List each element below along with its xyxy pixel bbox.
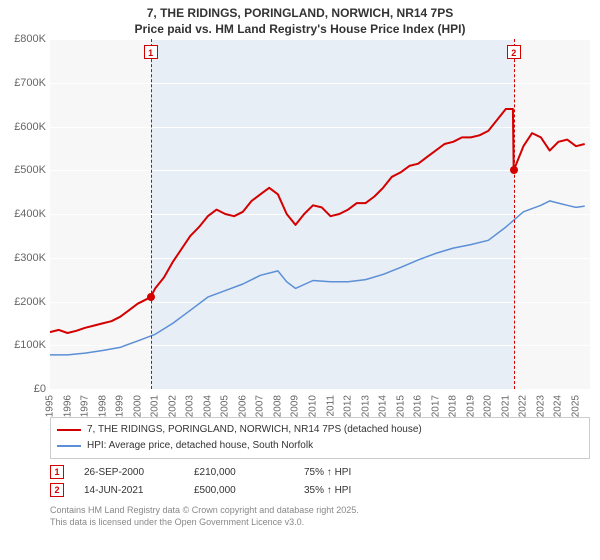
x-tick-label: 2004 xyxy=(202,395,213,417)
title-line-2: Price paid vs. HM Land Registry's House … xyxy=(0,22,600,38)
x-tick-label: 2003 xyxy=(185,395,196,417)
title-line-1: 7, THE RIDINGS, PORINGLAND, NORWICH, NR1… xyxy=(0,6,600,22)
footer-line-2: This data is licensed under the Open Gov… xyxy=(50,517,590,529)
legend-label-price: 7, THE RIDINGS, PORINGLAND, NORWICH, NR1… xyxy=(87,422,422,438)
x-tick-label: 2012 xyxy=(343,395,354,417)
x-tick-label: 2023 xyxy=(535,395,546,417)
y-tick-label: £300K xyxy=(14,252,46,264)
x-tick-label: 2020 xyxy=(483,395,494,417)
line-layer xyxy=(50,39,590,389)
sale-dot xyxy=(510,166,518,174)
footer-line-1: Contains HM Land Registry data © Crown c… xyxy=(50,505,590,517)
legend: 7, THE RIDINGS, PORINGLAND, NORWICH, NR1… xyxy=(50,417,590,459)
x-tick-label: 1999 xyxy=(115,395,126,417)
y-tick-label: £500K xyxy=(14,164,46,176)
x-tick-label: 2001 xyxy=(150,395,161,417)
x-tick-label: 2018 xyxy=(448,395,459,417)
x-tick-label: 2025 xyxy=(570,395,581,417)
x-tick-label: 2009 xyxy=(290,395,301,417)
x-tick-label: 2007 xyxy=(255,395,266,417)
legend-label-hpi: HPI: Average price, detached house, Sout… xyxy=(87,438,313,454)
series-price_paid xyxy=(50,109,585,333)
y-tick-label: £700K xyxy=(14,77,46,89)
x-tick-label: 2015 xyxy=(395,395,406,417)
chart-container: 7, THE RIDINGS, PORINGLAND, NORWICH, NR1… xyxy=(0,0,600,560)
sale-date: 14-JUN-2021 xyxy=(84,485,174,496)
sale-marker-box: 2 xyxy=(507,45,521,59)
y-tick-label: £0 xyxy=(34,383,46,395)
x-tick-label: 2019 xyxy=(465,395,476,417)
x-tick-label: 1997 xyxy=(80,395,91,417)
x-tick-label: 1998 xyxy=(97,395,108,417)
x-tick-label: 2000 xyxy=(132,395,143,417)
sale-price: £500,000 xyxy=(194,485,284,496)
legend-swatch-hpi xyxy=(57,445,81,447)
footer: Contains HM Land Registry data © Crown c… xyxy=(50,505,590,528)
sale-diff: 35% ↑ HPI xyxy=(304,485,394,496)
x-axis-labels: 1995199619971998199920002001200220032004… xyxy=(50,389,590,409)
sale-row: 2 14-JUN-2021 £500,000 35% ↑ HPI xyxy=(50,481,590,499)
x-tick-label: 1996 xyxy=(62,395,73,417)
x-tick-label: 2016 xyxy=(413,395,424,417)
x-tick-label: 2014 xyxy=(378,395,389,417)
series-hpi xyxy=(50,201,585,355)
x-tick-label: 2010 xyxy=(307,395,318,417)
x-tick-label: 2005 xyxy=(220,395,231,417)
x-tick-label: 2008 xyxy=(272,395,283,417)
x-tick-label: 2017 xyxy=(430,395,441,417)
plot-region: £0£100K£200K£300K£400K£500K£600K£700K£80… xyxy=(50,39,590,389)
y-tick-label: £400K xyxy=(14,208,46,220)
sale-marker-box: 1 xyxy=(144,45,158,59)
y-tick-label: £200K xyxy=(14,296,46,308)
legend-row-hpi: HPI: Average price, detached house, Sout… xyxy=(57,438,583,454)
legend-row-price: 7, THE RIDINGS, PORINGLAND, NORWICH, NR1… xyxy=(57,422,583,438)
x-tick-label: 2022 xyxy=(518,395,529,417)
sale-marker-line xyxy=(151,39,152,389)
y-tick-label: £100K xyxy=(14,339,46,351)
x-tick-label: 2013 xyxy=(360,395,371,417)
legend-swatch-price xyxy=(57,429,81,431)
x-tick-label: 2024 xyxy=(553,395,564,417)
x-tick-label: 2002 xyxy=(167,395,178,417)
sale-marker-line xyxy=(514,39,515,389)
x-tick-label: 2021 xyxy=(500,395,511,417)
sale-num-box: 2 xyxy=(50,483,64,497)
chart-area: £0£100K£200K£300K£400K£500K£600K£700K£80… xyxy=(50,39,590,409)
sale-num-box: 1 xyxy=(50,465,64,479)
x-tick-label: 2006 xyxy=(237,395,248,417)
sale-price: £210,000 xyxy=(194,467,284,478)
x-tick-label: 1995 xyxy=(45,395,56,417)
sale-date: 26-SEP-2000 xyxy=(84,467,174,478)
x-tick-label: 2011 xyxy=(325,395,336,417)
sales-table: 1 26-SEP-2000 £210,000 75% ↑ HPI 2 14-JUN-202… xyxy=(50,463,590,499)
sale-dot xyxy=(147,293,155,301)
y-tick-label: £600K xyxy=(14,121,46,133)
sale-diff: 75% ↑ HPI xyxy=(304,467,394,478)
y-tick-label: £800K xyxy=(14,33,46,45)
sale-row: 1 26-SEP-2000 £210,000 75% ↑ HPI xyxy=(50,463,590,481)
title-block: 7, THE RIDINGS, PORINGLAND, NORWICH, NR1… xyxy=(0,0,600,39)
